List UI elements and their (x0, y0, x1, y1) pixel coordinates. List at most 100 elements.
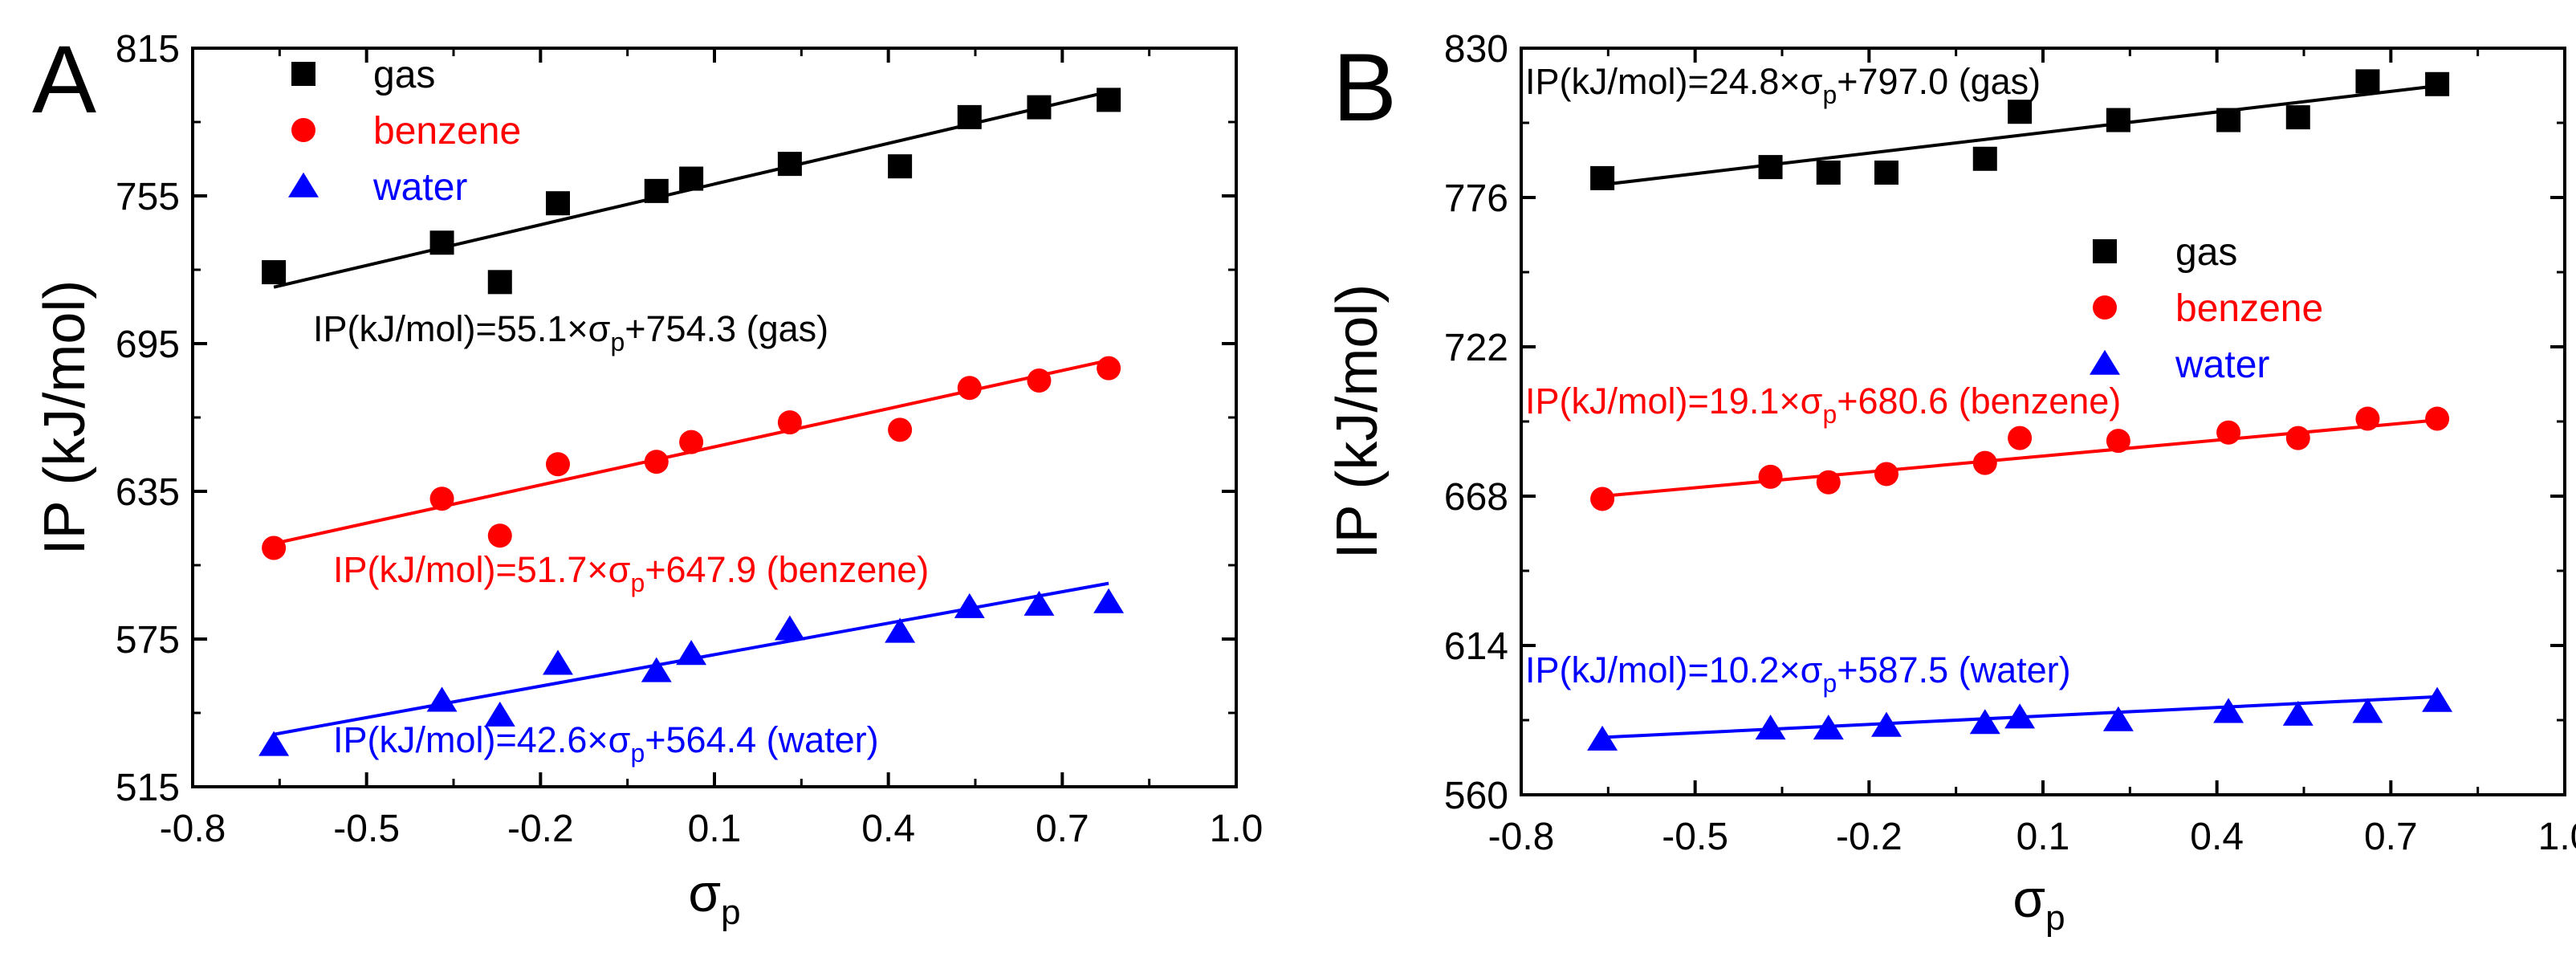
x-tick-label: 1.0 (2538, 816, 2576, 858)
x-tick-label: -0.8 (1488, 816, 1555, 858)
data-point-benzene (546, 452, 570, 477)
data-point-gas (2216, 108, 2241, 132)
data-point-water (1023, 590, 1055, 616)
y-tick-label: 560 (1444, 775, 1508, 817)
fit-equation-suffix: +647.9 (benzene) (645, 549, 929, 590)
fit-line-gas (1601, 84, 2438, 187)
data-point-gas (2425, 71, 2450, 96)
data-point-gas (429, 230, 454, 255)
legend-marker-water (2090, 349, 2120, 375)
data-point-water (484, 701, 515, 727)
x-tick-label: 0.1 (688, 808, 742, 850)
fit-equation-benzene: IP(kJ/mol)=51.7×σp+647.9 (benzene) (333, 549, 929, 597)
data-point-water (426, 686, 458, 712)
fit-equation-subscript: p (630, 739, 645, 768)
data-point-benzene (1590, 487, 1615, 511)
data-point-gas (2355, 69, 2380, 94)
data-point-water (1093, 588, 1125, 613)
y-tick-label: 695 (116, 324, 180, 366)
data-point-benzene (644, 450, 669, 474)
data-point-water (774, 615, 805, 641)
data-point-benzene (2285, 425, 2310, 450)
fit-equation-suffix: +680.6 (benzene) (1837, 381, 2121, 421)
data-point-benzene (957, 376, 982, 401)
fit-equation-subscript: p (630, 568, 645, 597)
x-tick-label: 0.7 (2364, 816, 2418, 858)
y-tick-label: 635 (116, 471, 180, 514)
legend-label-water: water (2175, 344, 2269, 386)
panel-label: B (1333, 34, 1397, 141)
data-point-gas (487, 270, 512, 295)
data-point-benzene (1097, 356, 1121, 381)
data-point-gas (957, 104, 982, 129)
data-point-gas (1097, 88, 1121, 112)
data-point-water (676, 640, 707, 666)
legend-marker-benzene (291, 118, 315, 142)
fit-equation-prefix: IP(kJ/mol)=10.2× (1525, 649, 1801, 690)
x-tick-label: 1.0 (1210, 808, 1264, 850)
fit-equation-suffix: +564.4 (water) (645, 719, 878, 760)
legend-label-water: water (372, 166, 467, 209)
legend-marker-water (288, 172, 319, 197)
x-axis-title-subscript: p (2045, 898, 2065, 938)
data-point-water (2422, 686, 2453, 712)
fit-equation-sigma: σ (588, 308, 611, 349)
fit-equation-gas: IP(kJ/mol)=24.8×σp+797.0 (gas) (1525, 61, 2041, 109)
data-point-benzene (1027, 368, 1052, 393)
fit-equation-prefix: IP(kJ/mol)=24.8× (1525, 61, 1801, 102)
data-point-benzene (679, 430, 704, 454)
x-axis-title: σp (2012, 869, 2065, 938)
data-point-water (2004, 703, 2036, 729)
data-point-gas (2106, 108, 2130, 132)
data-point-water (1755, 715, 1786, 740)
data-point-benzene (1758, 464, 1783, 489)
legend-label-gas: gas (373, 54, 435, 96)
x-tick-label: -0.5 (333, 808, 400, 850)
x-tick-label: 0.1 (2016, 816, 2070, 858)
data-point-gas (644, 178, 669, 203)
panel-label: A (32, 26, 96, 133)
y-tick-label: 830 (1444, 28, 1508, 71)
x-tick-label: -0.2 (1836, 816, 1902, 858)
data-point-gas (1027, 95, 1052, 120)
y-axis-title: IP (kJ/mol) (1325, 284, 1390, 560)
fit-equation-gas: IP(kJ/mol)=55.1×σp+754.3 (gas) (313, 308, 828, 356)
fit-equation-subscript: p (610, 328, 625, 356)
legend-marker-gas (2093, 239, 2117, 263)
plot-frame (191, 47, 1238, 788)
data-point-benzene (262, 535, 287, 560)
data-point-gas (1874, 161, 1898, 185)
fit-equation-water: IP(kJ/mol)=42.6×σp+564.4 (water) (333, 719, 879, 768)
x-tick-label: -0.2 (507, 808, 574, 850)
y-tick-label: 776 (1444, 177, 1508, 220)
fit-equation-suffix: +587.5 (water) (1837, 649, 2070, 690)
x-tick-label: -0.5 (1662, 816, 1728, 858)
fit-equation-sigma: σ (1801, 381, 1823, 421)
data-point-water (2352, 698, 2383, 723)
data-point-water (2213, 698, 2244, 723)
x-axis-title-symbol: σ (688, 863, 721, 922)
fit-equation-subscript: p (1822, 80, 1837, 109)
y-tick-label: 815 (116, 28, 180, 71)
data-point-gas (1590, 165, 1615, 190)
x-tick-label: -0.8 (160, 808, 226, 850)
chart-panel-a: A -0.8 -0.5 -0.2 0.1 0.4 0.7 1.0 515 575 635 695 755… (32, 26, 1263, 932)
x-axis-title-subscript: p (721, 893, 740, 932)
fit-equation-suffix: +797.0 (gas) (1837, 61, 2041, 102)
y-tick-label: 755 (116, 176, 180, 218)
fit-equation-benzene: IP(kJ/mol)=19.1×σp+680.6 (benzene) (1525, 381, 2121, 429)
fit-equation-prefix: IP(kJ/mol)=51.7× (333, 549, 608, 590)
data-point-benzene (1874, 462, 1898, 487)
data-point-water (2282, 700, 2314, 726)
x-tick-label: 0.4 (2190, 816, 2244, 858)
data-point-benzene (888, 417, 913, 442)
y-tick-label: 722 (1444, 327, 1508, 369)
legend-label-benzene: benzene (2175, 287, 2323, 330)
data-point-gas (2008, 100, 2033, 124)
legend-marker-gas (291, 62, 315, 86)
data-point-benzene (2355, 406, 2380, 431)
fit-equation-sigma: σ (608, 549, 631, 590)
fit-equation-sigma: σ (1801, 61, 1823, 102)
x-axis-title-symbol: σ (2012, 869, 2045, 928)
fit-equation-prefix: IP(kJ/mol)=19.1× (1525, 381, 1801, 421)
